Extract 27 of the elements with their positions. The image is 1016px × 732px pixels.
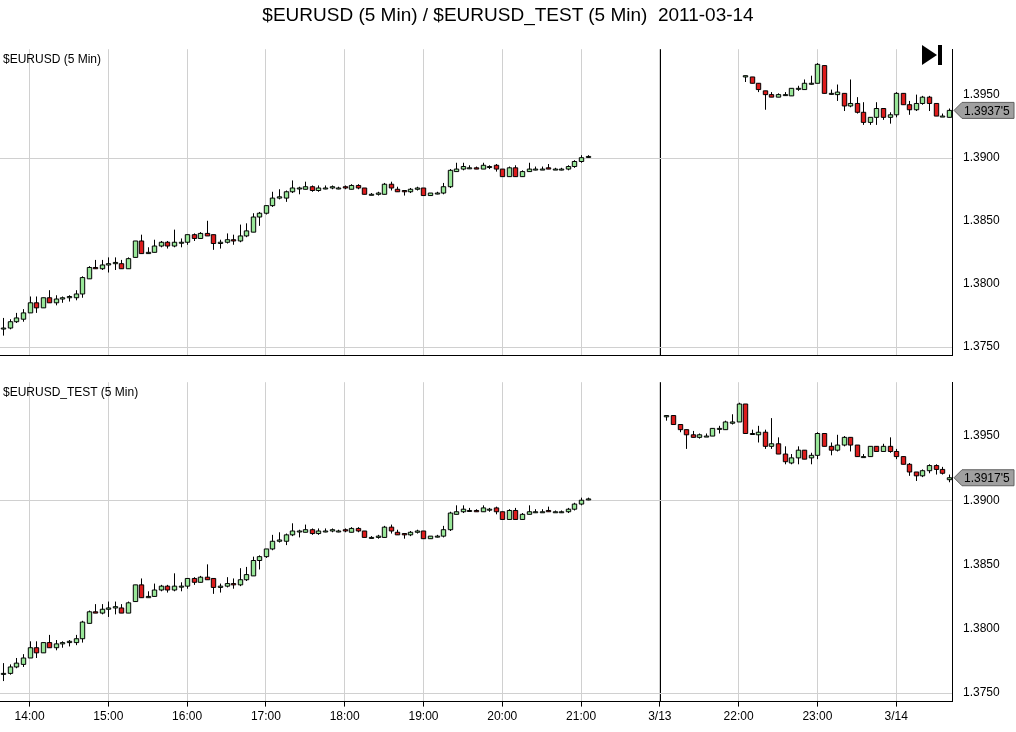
x-tick-label: 23:00 [802, 709, 833, 724]
y-tick-label: 1.3800 [963, 620, 1001, 635]
x-tick-label: 19:00 [408, 709, 439, 724]
x-tick-label: 18:00 [329, 709, 361, 724]
x-tick-label: 17:00 [250, 709, 282, 724]
x-tick-label: 20:00 [487, 709, 518, 724]
y-tick-label: 1.3900 [963, 492, 1001, 507]
x-tick-label: 14:00 [14, 709, 45, 724]
x-tick-label: 3/14 [884, 709, 909, 724]
chart-subtitle: $EURUSD_TEST (5 Min) [3, 384, 139, 399]
y-tick-label: 1.3800 [963, 276, 1001, 291]
y-tick-label: 1.3900 [963, 150, 1001, 165]
chart-title: $EURUSD (5 Min) / $EURUSD_TEST (5 Min) 2011-03-14 [261, 4, 755, 26]
y-tick-label: 1.3950 [963, 428, 1001, 443]
x-tick-label: 21:00 [566, 709, 597, 724]
x-tick-label: 16:00 [172, 709, 203, 724]
y-tick-label: 1.3950 [963, 86, 1001, 101]
x-tick-label: 22:00 [723, 709, 754, 724]
y-tick-label: 1.3750 [963, 339, 1001, 354]
y-tick-label: 1.3850 [963, 556, 1001, 571]
text: 1.3937'5 [964, 103, 1010, 118]
y-tick-label: 1.3850 [963, 213, 1001, 228]
text: 1.3917'5 [964, 471, 1010, 486]
x-tick-label: 3/13 [648, 709, 672, 724]
y-tick-label: 1.3750 [963, 684, 1001, 699]
x-tick-label: 15:00 [93, 709, 124, 724]
chart-subtitle: $EURUSD (5 Min) [3, 51, 102, 66]
